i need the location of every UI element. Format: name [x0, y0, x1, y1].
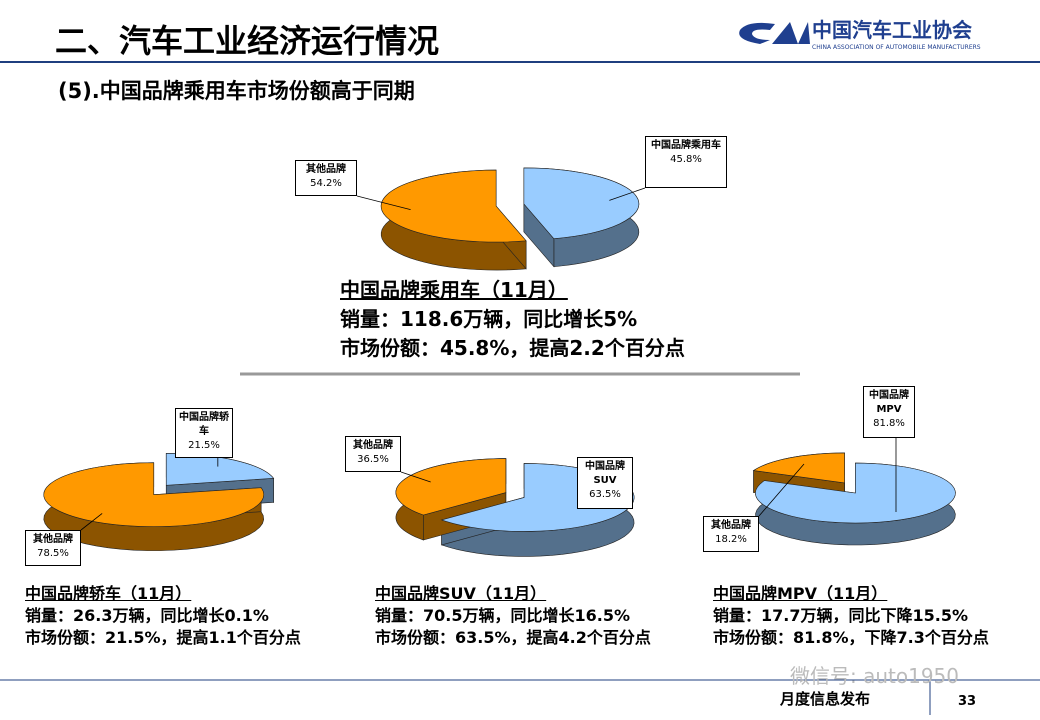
summary-line: 中国品牌MPV（11月）: [713, 584, 888, 603]
data-label-value: 78.5%: [37, 548, 69, 559]
pie-slice: [43, 462, 265, 527]
pie-slice: [380, 169, 527, 243]
watermark: 微信号: auto1950: [790, 664, 959, 688]
data-label-name: 其他品牌: [33, 534, 73, 545]
summary-line: 销量：26.3万辆，同比增长0.1%: [25, 606, 269, 625]
data-label-name: 中国品牌MPV: [869, 390, 909, 415]
data-label-value: 63.5%: [589, 489, 621, 500]
data-label-name: 其他品牌: [306, 164, 346, 175]
data-label: 其他品牌 36.5%: [345, 436, 401, 472]
summary-line: 中国品牌轿车（11月）: [25, 584, 192, 603]
leader-line: [400, 471, 431, 483]
pie-slice: [395, 458, 507, 516]
logo-mark: [739, 22, 810, 44]
summary: 中国品牌轿车（11月） 销量：26.3万辆，同比增长0.1% 市场份额：21.5%，…: [25, 583, 301, 649]
data-label-value: 36.5%: [357, 454, 389, 465]
summary-line: 市场份额：81.8%，下降7.3个百分点: [713, 628, 989, 647]
summary: 中国品牌SUV（11月） 销量：70.5万辆，同比增长16.5% 市场份额：63.5…: [375, 583, 651, 649]
summary-line: 销量：70.5万辆，同比增长16.5%: [375, 606, 630, 625]
leader-line: [80, 513, 103, 531]
data-label-value: 45.8%: [670, 154, 702, 165]
pie-slice: [523, 167, 640, 239]
pie-slice: [755, 462, 956, 524]
data-label-name: 其他品牌: [353, 440, 393, 451]
data-label: 中国品牌MPV 81.8%: [863, 386, 915, 438]
summary: 中国品牌乘用车（11月） 销量：118.6万辆，同比增长5% 市场份额：45.8%，…: [340, 276, 685, 363]
summary-line: 市场份额：45.8%，提高2.2个百分点: [340, 336, 685, 360]
data-label: 其他品牌 54.2%: [295, 160, 357, 196]
slide-title: 二、汽车工业经济运行情况: [55, 22, 439, 60]
data-label-value: 54.2%: [310, 178, 342, 189]
summary-line: 中国品牌SUV（11月）: [375, 584, 547, 603]
data-label: 其他品牌 78.5%: [25, 530, 81, 566]
summary-line: 市场份额：63.5%，提高4.2个百分点: [375, 628, 651, 647]
data-label: 中国品牌轿车 21.5%: [175, 408, 233, 458]
leader-line: [609, 187, 646, 201]
slide-subtitle: (5).中国品牌乘用车市场份额高于同期: [58, 79, 415, 103]
leader-line: [356, 195, 411, 211]
data-label-value: 81.8%: [873, 418, 905, 429]
data-label-name: 中国品牌SUV: [585, 461, 625, 486]
summary-line: 市场份额：21.5%，提高1.1个百分点: [25, 628, 301, 647]
summary: 中国品牌MPV（11月） 销量：17.7万辆，同比下降15.5% 市场份额：81.8…: [713, 583, 989, 649]
summary-line: 销量：118.6万辆，同比增长5%: [340, 307, 638, 331]
logo-text: 中国汽车工业协会: [812, 18, 972, 42]
footer-label: 月度信息发布: [779, 690, 870, 708]
leader-line: [758, 463, 805, 517]
pie-slice: [752, 452, 845, 484]
data-label: 中国品牌SUV 63.5%: [577, 457, 633, 509]
data-label-name: 中国品牌乘用车: [651, 140, 721, 151]
logo-subtext: CHINA ASSOCIATION OF AUTOMOBILE MANUFACT…: [812, 44, 981, 51]
page-number: 33: [958, 694, 976, 709]
data-label: 其他品牌 18.2%: [703, 516, 759, 552]
data-label-value: 21.5%: [188, 440, 220, 451]
data-label-name: 中国品牌轿车: [179, 412, 229, 437]
summary-line: 销量：17.7万辆，同比下降15.5%: [713, 606, 968, 625]
data-label: 中国品牌乘用车 45.8%: [645, 136, 727, 188]
data-label-value: 18.2%: [715, 534, 747, 545]
summary-line: 中国品牌乘用车（11月）: [340, 278, 568, 302]
data-label-name: 其他品牌: [711, 520, 751, 531]
